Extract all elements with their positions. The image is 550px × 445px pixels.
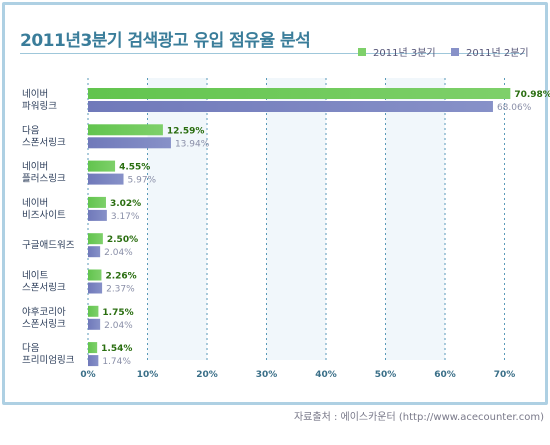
bar-q3: [88, 342, 98, 354]
value-label-q3: 1.54%: [101, 344, 132, 354]
bar-q2: [88, 101, 493, 112]
x-tick-label: 40%: [315, 370, 337, 380]
x-tick-label: 50%: [375, 370, 397, 380]
bar-q2: [88, 282, 103, 294]
value-label-q2: 3.17%: [111, 212, 140, 222]
category-label: 프리미엄링크: [22, 354, 75, 366]
category-label: 네이트: [22, 271, 48, 282]
title-divider: [20, 53, 525, 54]
x-tick-label: 30%: [256, 370, 278, 380]
category-label: 네이버: [22, 89, 48, 100]
value-label-q3: 4.55%: [119, 163, 150, 173]
legend-label-q2: 2011년 2분기: [466, 48, 529, 59]
chart-title: 2011년3분기 검색광고 유입 점유율 분석: [20, 31, 311, 51]
legend-swatch-q2: [451, 48, 459, 56]
bar-q2: [88, 355, 99, 367]
value-label-q3: 2.26%: [105, 272, 136, 282]
bar-q2: [88, 318, 101, 330]
value-label-q3: 12.59%: [167, 126, 205, 136]
bar-q3: [88, 305, 99, 317]
value-label-q2: 13.94%: [175, 139, 210, 149]
value-label-q2: 2.04%: [104, 248, 133, 258]
category-label: 네이버: [22, 162, 48, 173]
grid-band: [385, 78, 445, 360]
value-label-q2: 5.97%: [128, 176, 157, 186]
bar-q2: [88, 137, 171, 149]
bar-q3: [88, 88, 511, 99]
x-tick-label: 0%: [80, 370, 95, 380]
category-label: 스폰서링크: [22, 282, 66, 294]
category-label: 비즈사이트: [22, 210, 66, 221]
value-label-q2: 2.37%: [106, 285, 135, 295]
legend-swatch-q3: [358, 48, 366, 56]
source-note: 자료출처 : 에이스카운터 (http://www.acecounter.com…: [293, 412, 544, 423]
legend-item-q2: 2011년 2분기: [451, 44, 529, 59]
grid-band: [266, 78, 326, 360]
bar-q3: [88, 233, 103, 245]
x-tick-label: 20%: [196, 370, 218, 380]
category-label: 야후코리아: [22, 307, 66, 318]
category-label: 다음: [22, 125, 40, 136]
legend-item-q3: 2011년 3분기: [358, 44, 436, 59]
bar-q3: [88, 196, 106, 208]
bar-q2: [88, 246, 101, 258]
category-label: 네이버: [22, 198, 48, 209]
category-label: 플러스링크: [22, 173, 66, 185]
bar-q3: [88, 160, 116, 172]
category-label: 다음: [22, 343, 40, 354]
x-tick-label: 70%: [494, 370, 516, 380]
value-label-q3: 3.02%: [110, 199, 141, 209]
bar-q2: [88, 173, 124, 185]
value-label-q3: 2.50%: [107, 235, 138, 245]
category-label: 스폰서링크: [22, 136, 66, 148]
x-tick-label: 60%: [434, 370, 456, 380]
category-label: 구글애드워즈: [22, 240, 75, 251]
grid-band: [147, 78, 207, 360]
value-label-q3: 1.75%: [102, 308, 133, 318]
legend-label-q3: 2011년 3분기: [373, 48, 436, 59]
bar-q3: [88, 124, 163, 136]
value-label-q2: 1.74%: [102, 357, 131, 367]
bar-q2: [88, 209, 107, 221]
value-label-q2: 68.06%: [497, 103, 532, 113]
category-label: 파워링크: [22, 100, 57, 112]
value-label-q2: 2.04%: [104, 321, 133, 331]
category-label: 스폰서링크: [22, 318, 66, 330]
x-tick-label: 10%: [137, 370, 159, 380]
bar-q3: [88, 269, 102, 281]
value-label-q3: 70.98%: [514, 90, 550, 100]
